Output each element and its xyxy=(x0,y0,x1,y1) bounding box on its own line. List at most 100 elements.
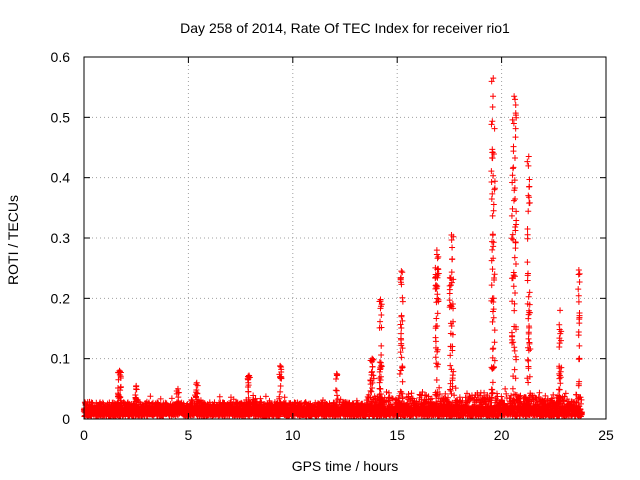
data-point xyxy=(576,342,583,349)
data-point xyxy=(369,385,376,392)
data-point xyxy=(488,78,495,85)
data-point xyxy=(575,286,582,293)
data-point xyxy=(562,390,569,397)
data-point xyxy=(511,154,518,161)
data-point xyxy=(526,183,533,190)
data-point xyxy=(526,339,533,346)
data-point xyxy=(446,297,453,304)
data-point xyxy=(399,269,406,276)
data-point xyxy=(488,195,495,202)
data-point xyxy=(489,318,496,325)
data-point xyxy=(262,393,269,400)
data-point xyxy=(432,354,439,361)
data-point xyxy=(448,269,455,276)
data-point xyxy=(398,312,405,319)
data-point xyxy=(525,153,532,160)
data-point xyxy=(489,386,496,393)
data-point xyxy=(512,245,519,252)
x-tick-label: 20 xyxy=(494,427,510,443)
data-point xyxy=(216,393,223,400)
data-point xyxy=(490,93,497,100)
data-point xyxy=(511,307,518,314)
data-point xyxy=(491,339,498,346)
data-point xyxy=(193,379,200,386)
data-point xyxy=(510,143,517,150)
y-tick-label: 0.5 xyxy=(51,109,71,125)
data-point xyxy=(396,370,403,377)
data-point xyxy=(337,396,344,403)
data-point xyxy=(491,327,498,334)
data-point xyxy=(512,134,519,141)
data-point xyxy=(398,268,405,275)
data-point xyxy=(508,212,515,219)
data-point xyxy=(525,357,532,364)
data-point xyxy=(511,254,518,261)
data-point xyxy=(307,400,314,407)
data-point xyxy=(433,247,440,254)
y-tick-label: 0.6 xyxy=(51,49,71,65)
data-point xyxy=(489,118,496,125)
data-point xyxy=(576,270,583,277)
data-point xyxy=(489,379,496,386)
data-point xyxy=(526,176,533,183)
data-point xyxy=(556,386,563,393)
data-point xyxy=(194,382,201,389)
data-point xyxy=(512,227,519,234)
data-point xyxy=(512,96,519,103)
data-point xyxy=(193,381,200,388)
data-point xyxy=(557,307,564,314)
data-point xyxy=(511,347,518,354)
data-point xyxy=(491,125,498,132)
data-point xyxy=(147,393,154,400)
data-point xyxy=(525,208,532,215)
data-point xyxy=(192,393,199,400)
data-point xyxy=(377,373,384,380)
data-point xyxy=(491,178,498,185)
data-point xyxy=(575,356,582,363)
data-point xyxy=(489,246,496,253)
data-point xyxy=(525,162,532,169)
data-point xyxy=(377,318,384,325)
data-point xyxy=(490,207,497,214)
data-point xyxy=(376,379,383,386)
y-tick-label: 0 xyxy=(62,411,70,427)
x-tick-label: 10 xyxy=(285,427,301,443)
y-tick-label: 0.4 xyxy=(51,170,71,186)
data-point xyxy=(489,155,496,162)
data-point xyxy=(449,256,456,263)
data-point xyxy=(434,310,441,317)
data-point xyxy=(525,315,532,322)
data-point xyxy=(333,376,340,383)
data-point xyxy=(490,201,497,208)
y-tick-label: 0.3 xyxy=(51,230,71,246)
data-point xyxy=(502,385,509,392)
data-point xyxy=(245,388,252,395)
grid-lines xyxy=(84,57,606,419)
data-point xyxy=(524,375,531,382)
x-tick-label: 25 xyxy=(598,427,614,443)
data-points xyxy=(80,75,585,420)
data-point xyxy=(399,298,406,305)
chart-title: Day 258 of 2014, Rate Of TEC Index for r… xyxy=(180,20,510,36)
y-axis-label: ROTI / TECUs xyxy=(5,195,21,285)
data-point xyxy=(511,93,518,100)
data-point xyxy=(509,385,516,392)
data-point xyxy=(576,279,583,286)
data-point xyxy=(525,347,532,354)
data-point xyxy=(524,158,531,165)
data-point xyxy=(277,388,284,395)
data-point xyxy=(117,383,124,390)
data-point xyxy=(434,295,441,302)
data-point xyxy=(332,387,339,394)
data-point xyxy=(556,344,563,351)
data-point xyxy=(525,293,532,300)
data-point xyxy=(323,400,330,407)
data-point xyxy=(168,395,175,402)
data-point xyxy=(526,373,533,380)
data-point xyxy=(575,329,582,336)
data-point xyxy=(576,320,583,327)
data-point xyxy=(524,259,531,266)
data-point xyxy=(525,379,532,386)
